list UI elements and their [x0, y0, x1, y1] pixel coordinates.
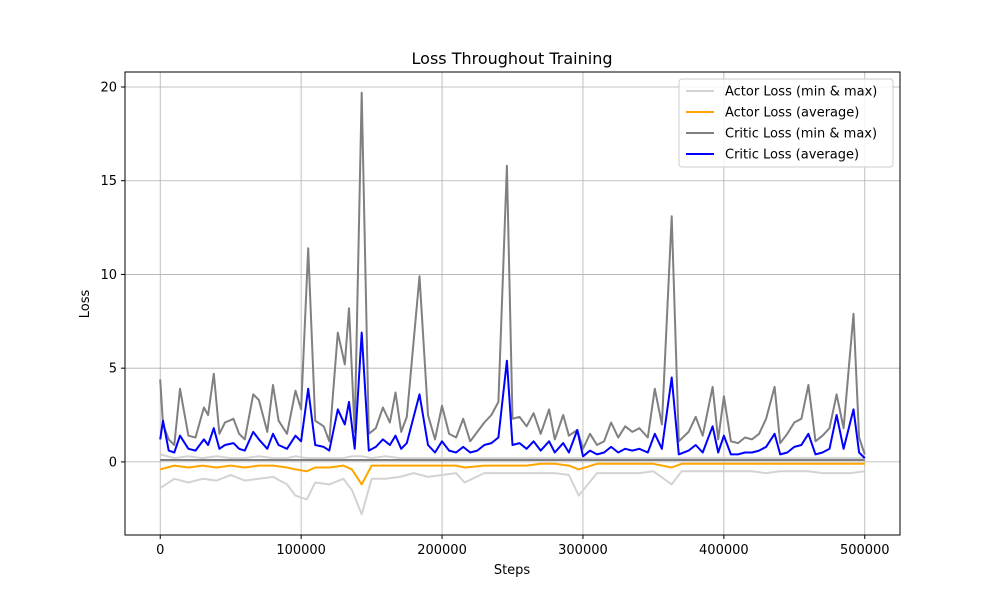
y-tick-label: 10 — [100, 268, 117, 283]
legend-label: Critic Loss (average) — [725, 148, 859, 163]
x-tick-label: 100000 — [276, 543, 326, 558]
actor-loss-average-line — [159, 462, 865, 486]
y-tick-label: 0 — [109, 455, 117, 470]
x-tick-label: 300000 — [558, 543, 608, 558]
critic-loss-average-line — [159, 331, 866, 459]
actor-loss-min-max-max-line — [159, 453, 865, 460]
y-axis-label: Loss — [78, 290, 93, 319]
y-tick-label: 15 — [100, 174, 117, 189]
y-tick-label: 5 — [109, 362, 117, 377]
plot-series — [159, 91, 866, 516]
actor-loss-min-max-min-line — [159, 470, 865, 516]
axis-ticks: 0 100000 200000 300000 400000 500000 0 5 10 15 20 — [100, 80, 889, 558]
x-tick-label: 0 — [156, 543, 164, 558]
legend-label: Actor Loss (min & max) — [725, 85, 877, 100]
legend: Actor Loss (min & max) Actor Loss (averag… — [678, 78, 894, 168]
x-tick-label: 200000 — [417, 543, 467, 558]
legend-box — [678, 78, 894, 168]
legend-label: Critic Loss (min & max) — [725, 127, 877, 142]
x-axis-label: Steps — [494, 563, 531, 578]
chart-title: Loss Throughout Training — [412, 49, 613, 68]
legend-label: Actor Loss (average) — [725, 106, 859, 121]
x-tick-label: 400000 — [699, 543, 749, 558]
critic-loss-min-max-max-line — [159, 91, 866, 455]
y-tick-label: 20 — [100, 80, 117, 95]
plot-frame — [124, 71, 901, 536]
x-tick-label: 500000 — [840, 543, 890, 558]
